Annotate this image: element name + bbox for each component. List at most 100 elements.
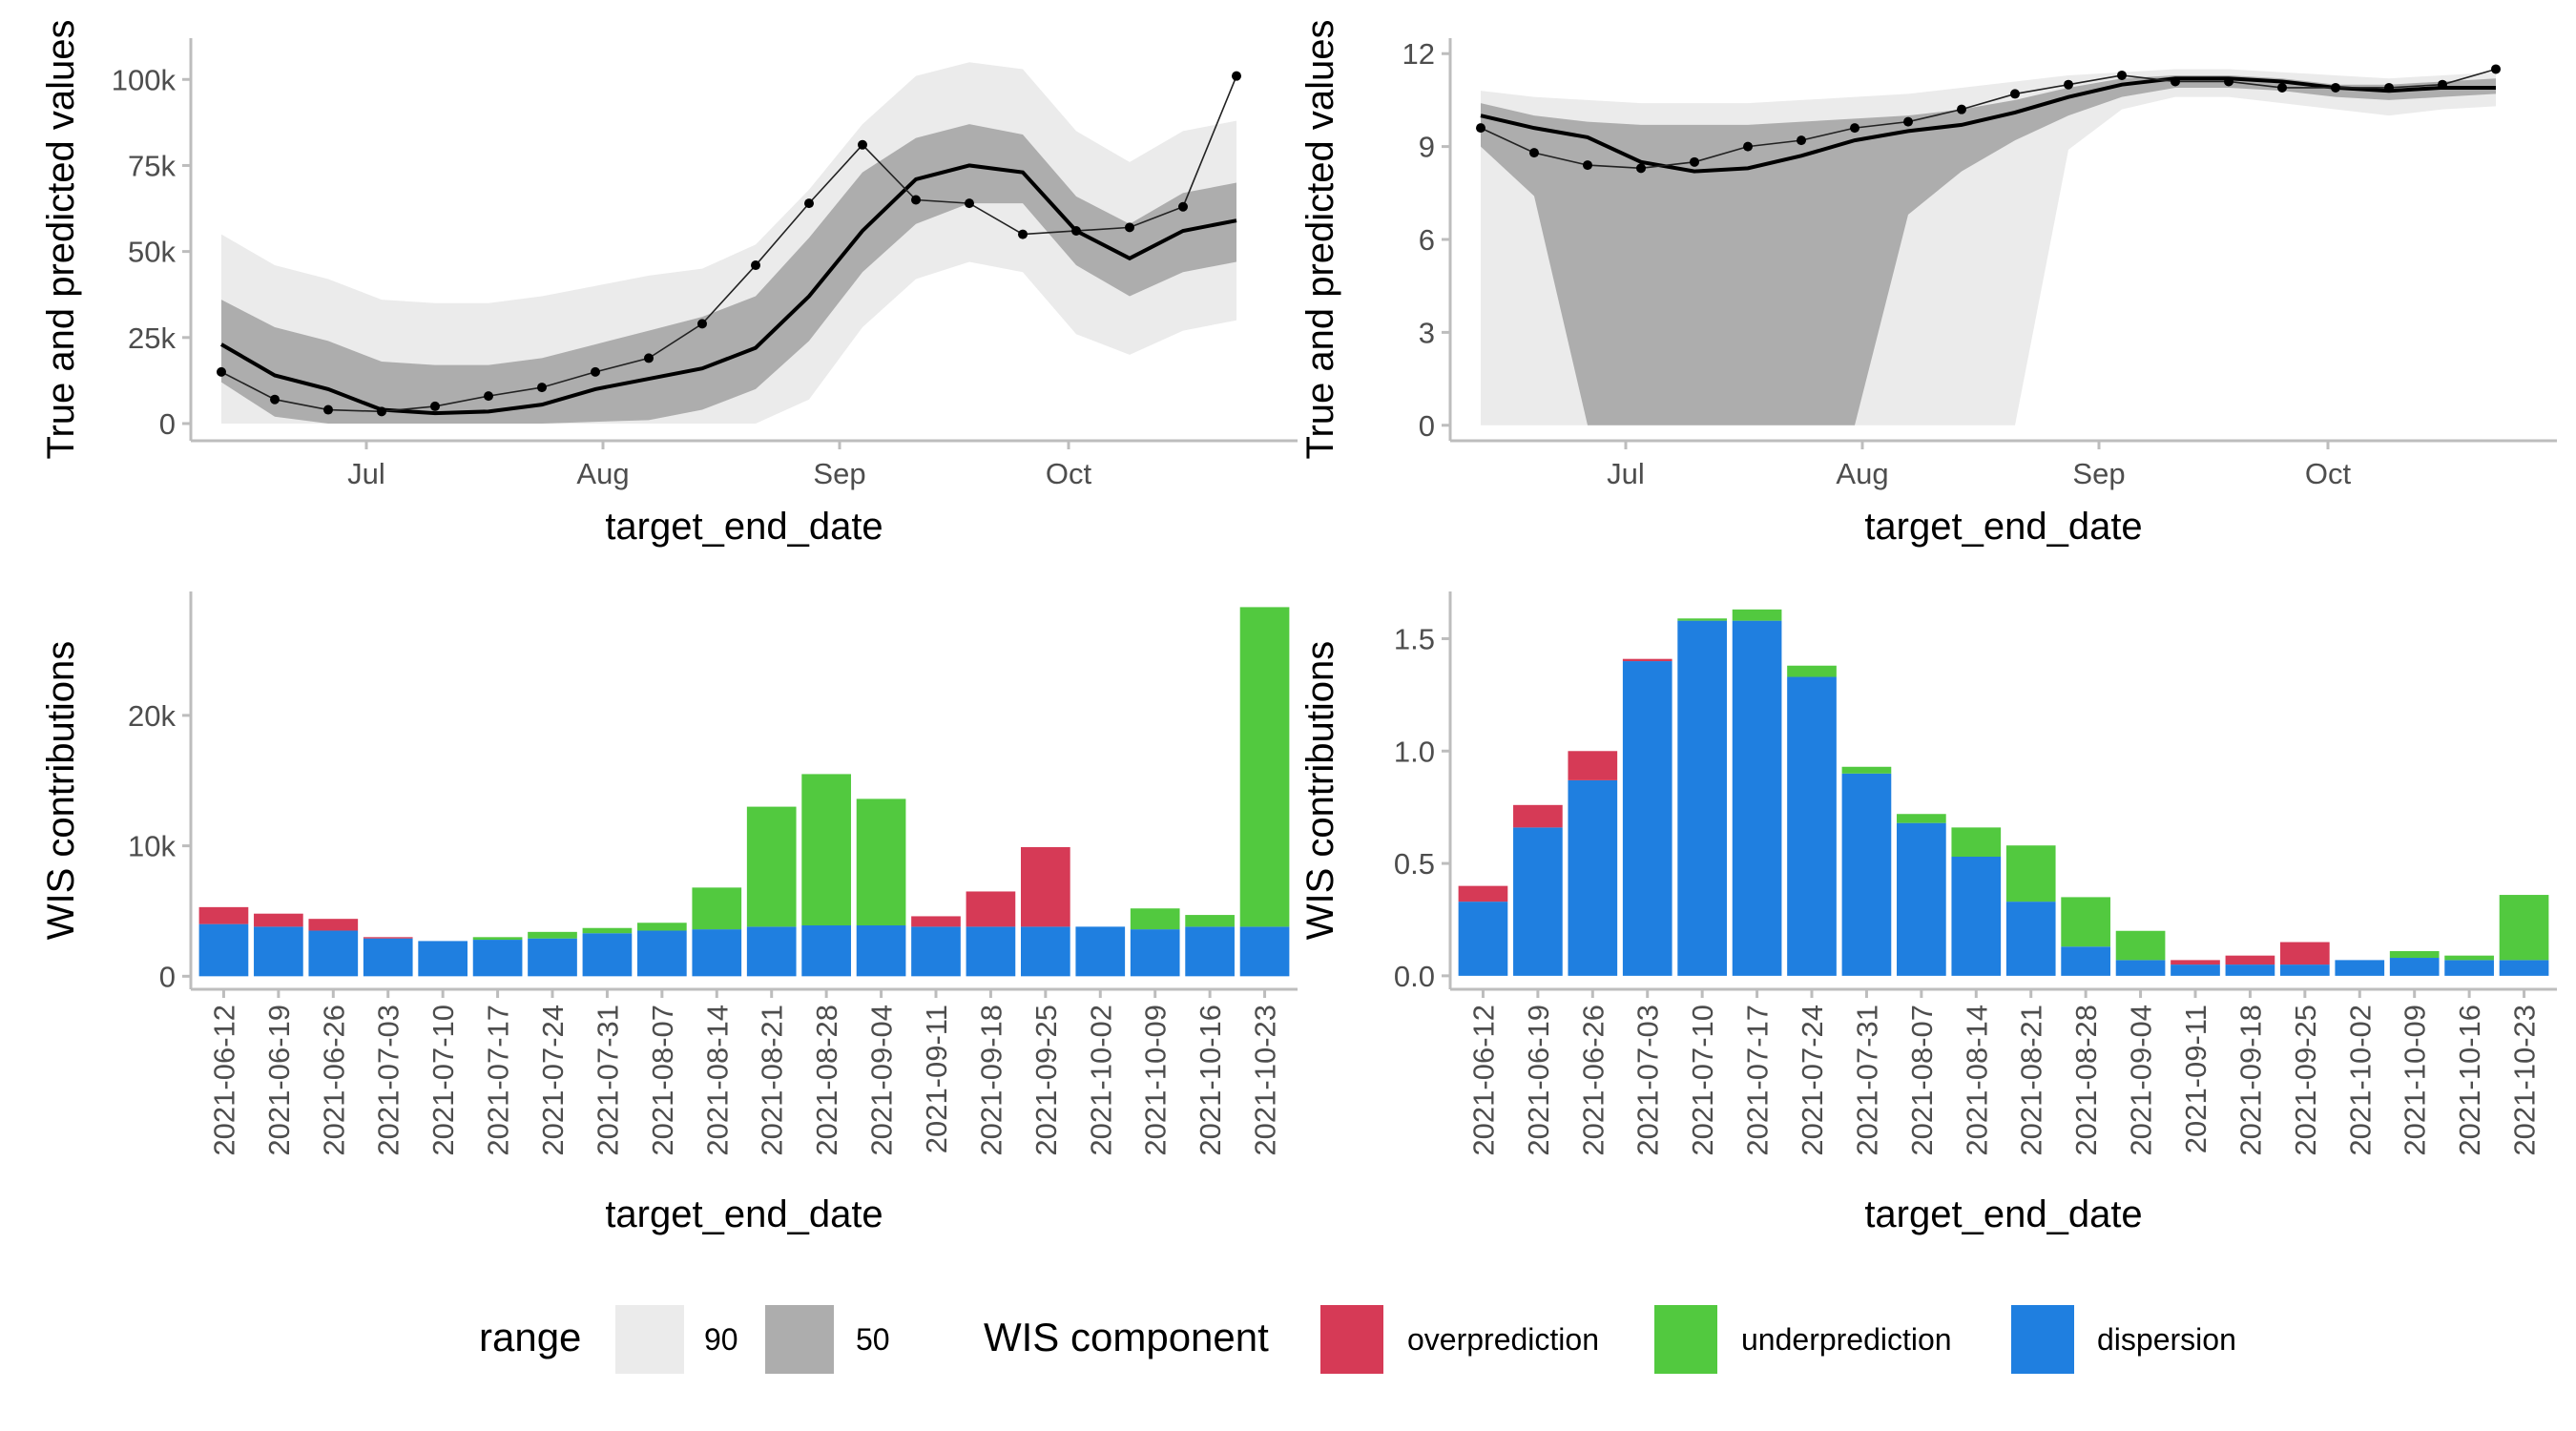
x-tick-label: Oct [1046, 457, 1092, 490]
x-tick-label: 2021-09-11 [2179, 1005, 2212, 1153]
x-axis-title: target_end_date [1864, 1193, 2142, 1235]
underprediction-bar [582, 927, 633, 934]
dispersion-bar [2280, 964, 2330, 976]
observed-point [2277, 82, 2287, 93]
overprediction-bar [198, 906, 249, 924]
y-tick-label: 0.5 [1394, 847, 1435, 881]
x-tick-label: 2021-06-19 [262, 1005, 296, 1156]
dispersion-bar [1513, 827, 1563, 976]
x-tick-label: 2021-08-07 [1905, 1005, 1939, 1156]
observed-point [1018, 229, 1028, 239]
x-axis-title: target_end_date [1864, 506, 2142, 548]
x-tick-label: 2021-09-04 [2125, 1005, 2158, 1156]
x-tick-label: 2021-07-24 [1796, 1005, 1829, 1156]
observed-point [1529, 148, 1539, 158]
legend-key-range-50 [765, 1305, 834, 1374]
y-tick-label: 12 [1402, 37, 1435, 71]
dispersion-bar [637, 930, 687, 977]
wis-panel: 0 10k 20k WIS contributions 2021-06-12 2021-0… [40, 591, 1298, 1235]
dispersion-bar [692, 929, 742, 977]
dispersion-bar [966, 926, 1016, 977]
x-tick-label: 2021-07-10 [1686, 1005, 1719, 1156]
underprediction-bar [1185, 915, 1235, 927]
observed-point [1232, 71, 1241, 81]
dispersion-bar [2225, 964, 2275, 976]
dispersion-bar [746, 926, 797, 977]
underprediction-bar [1130, 908, 1180, 930]
observed-point [2438, 79, 2447, 90]
observed-point [217, 366, 226, 377]
wis-panel: 0.0 0.5 1.0 1.5 WIS contributions 2021-06-12 2… [1299, 591, 2557, 1235]
observed-point [644, 353, 654, 363]
x-tick-label: 2021-08-28 [810, 1005, 843, 1156]
x-tick-label: 2021-10-16 [2453, 1005, 2486, 1156]
underprediction-bar [1787, 665, 1837, 677]
y-tick-label: 0 [1419, 409, 1435, 443]
y-tick-label: 25k [128, 321, 176, 355]
y-tick-label: 9 [1419, 131, 1435, 164]
observed-point [2384, 82, 2394, 93]
dispersion-bar [308, 930, 359, 977]
x-tick-label: 2021-06-12 [1466, 1005, 1500, 1156]
dispersion-bar [198, 923, 249, 977]
y-tick-label: 3 [1419, 316, 1435, 349]
underprediction-bar [692, 887, 742, 930]
legend-label-range: 90 [704, 1322, 738, 1357]
overprediction-bar [1513, 804, 1563, 828]
dispersion-bar [801, 925, 851, 977]
x-tick-label: 2021-07-24 [536, 1005, 570, 1156]
underprediction-bar [1841, 766, 1892, 774]
forecast-panel: 0 3 6 9 12 True and predicted values Jul Aug Sep… [1299, 19, 2557, 548]
dispersion-bar [1075, 926, 1126, 977]
observed-point [965, 198, 974, 209]
overprediction-bar [2171, 960, 2220, 965]
underprediction-bar [746, 806, 797, 927]
x-tick-label: Jul [1607, 457, 1645, 490]
x-tick-label: Aug [1836, 457, 1888, 490]
x-tick-label: 2021-10-23 [1249, 1005, 1282, 1156]
band-50 [221, 124, 1236, 424]
overprediction-bar [363, 937, 413, 939]
x-tick-label: Oct [2305, 457, 2352, 490]
x-tick-label: 2021-07-03 [372, 1005, 405, 1156]
observed-point [537, 383, 547, 393]
underprediction-bar [2005, 845, 2056, 902]
dispersion-bar [2171, 964, 2220, 976]
legend-key-overprediction [1320, 1305, 1383, 1374]
legend-key-range-90 [615, 1305, 684, 1374]
x-tick-label: 2021-10-09 [2399, 1005, 2432, 1156]
observed-point [591, 366, 600, 377]
observed-point [1957, 104, 1966, 114]
x-tick-label: 2021-09-25 [2289, 1005, 2322, 1156]
y-axis-title: WIS contributions [1299, 641, 1341, 940]
underprediction-bar [637, 923, 687, 931]
dispersion-bar [1677, 620, 1727, 976]
x-tick-label: 2021-09-18 [2233, 1005, 2267, 1156]
y-tick-label: 75k [128, 149, 176, 182]
underprediction-bar [1239, 607, 1290, 927]
observed-point [2491, 64, 2501, 74]
x-tick-label: 2021-07-31 [1850, 1005, 1883, 1156]
dispersion-bar [1239, 926, 1290, 977]
x-tick-label: Aug [576, 457, 629, 490]
observed-point [911, 195, 921, 205]
x-tick-label: 2021-10-02 [1084, 1005, 1117, 1156]
observed-point [484, 391, 493, 402]
overprediction-bar [1021, 846, 1070, 927]
x-tick-label: 2021-08-21 [756, 1005, 789, 1156]
underprediction-bar [856, 798, 906, 926]
overprediction-bar [1622, 658, 1672, 662]
observed-point [1071, 225, 1081, 236]
overprediction-bar [2225, 955, 2275, 965]
legend-key-dispersion [2011, 1305, 2074, 1374]
x-axis-title: target_end_date [605, 506, 883, 548]
dispersion-bar [1897, 822, 1946, 976]
x-tick-label: 2021-10-16 [1194, 1005, 1227, 1156]
observed-point [2117, 70, 2127, 80]
observed-point [1743, 141, 1753, 152]
underprediction-bar [2444, 955, 2494, 961]
dispersion-bar [528, 938, 577, 977]
x-tick-label: 2021-08-07 [646, 1005, 679, 1156]
underprediction-bar [1951, 827, 2002, 857]
